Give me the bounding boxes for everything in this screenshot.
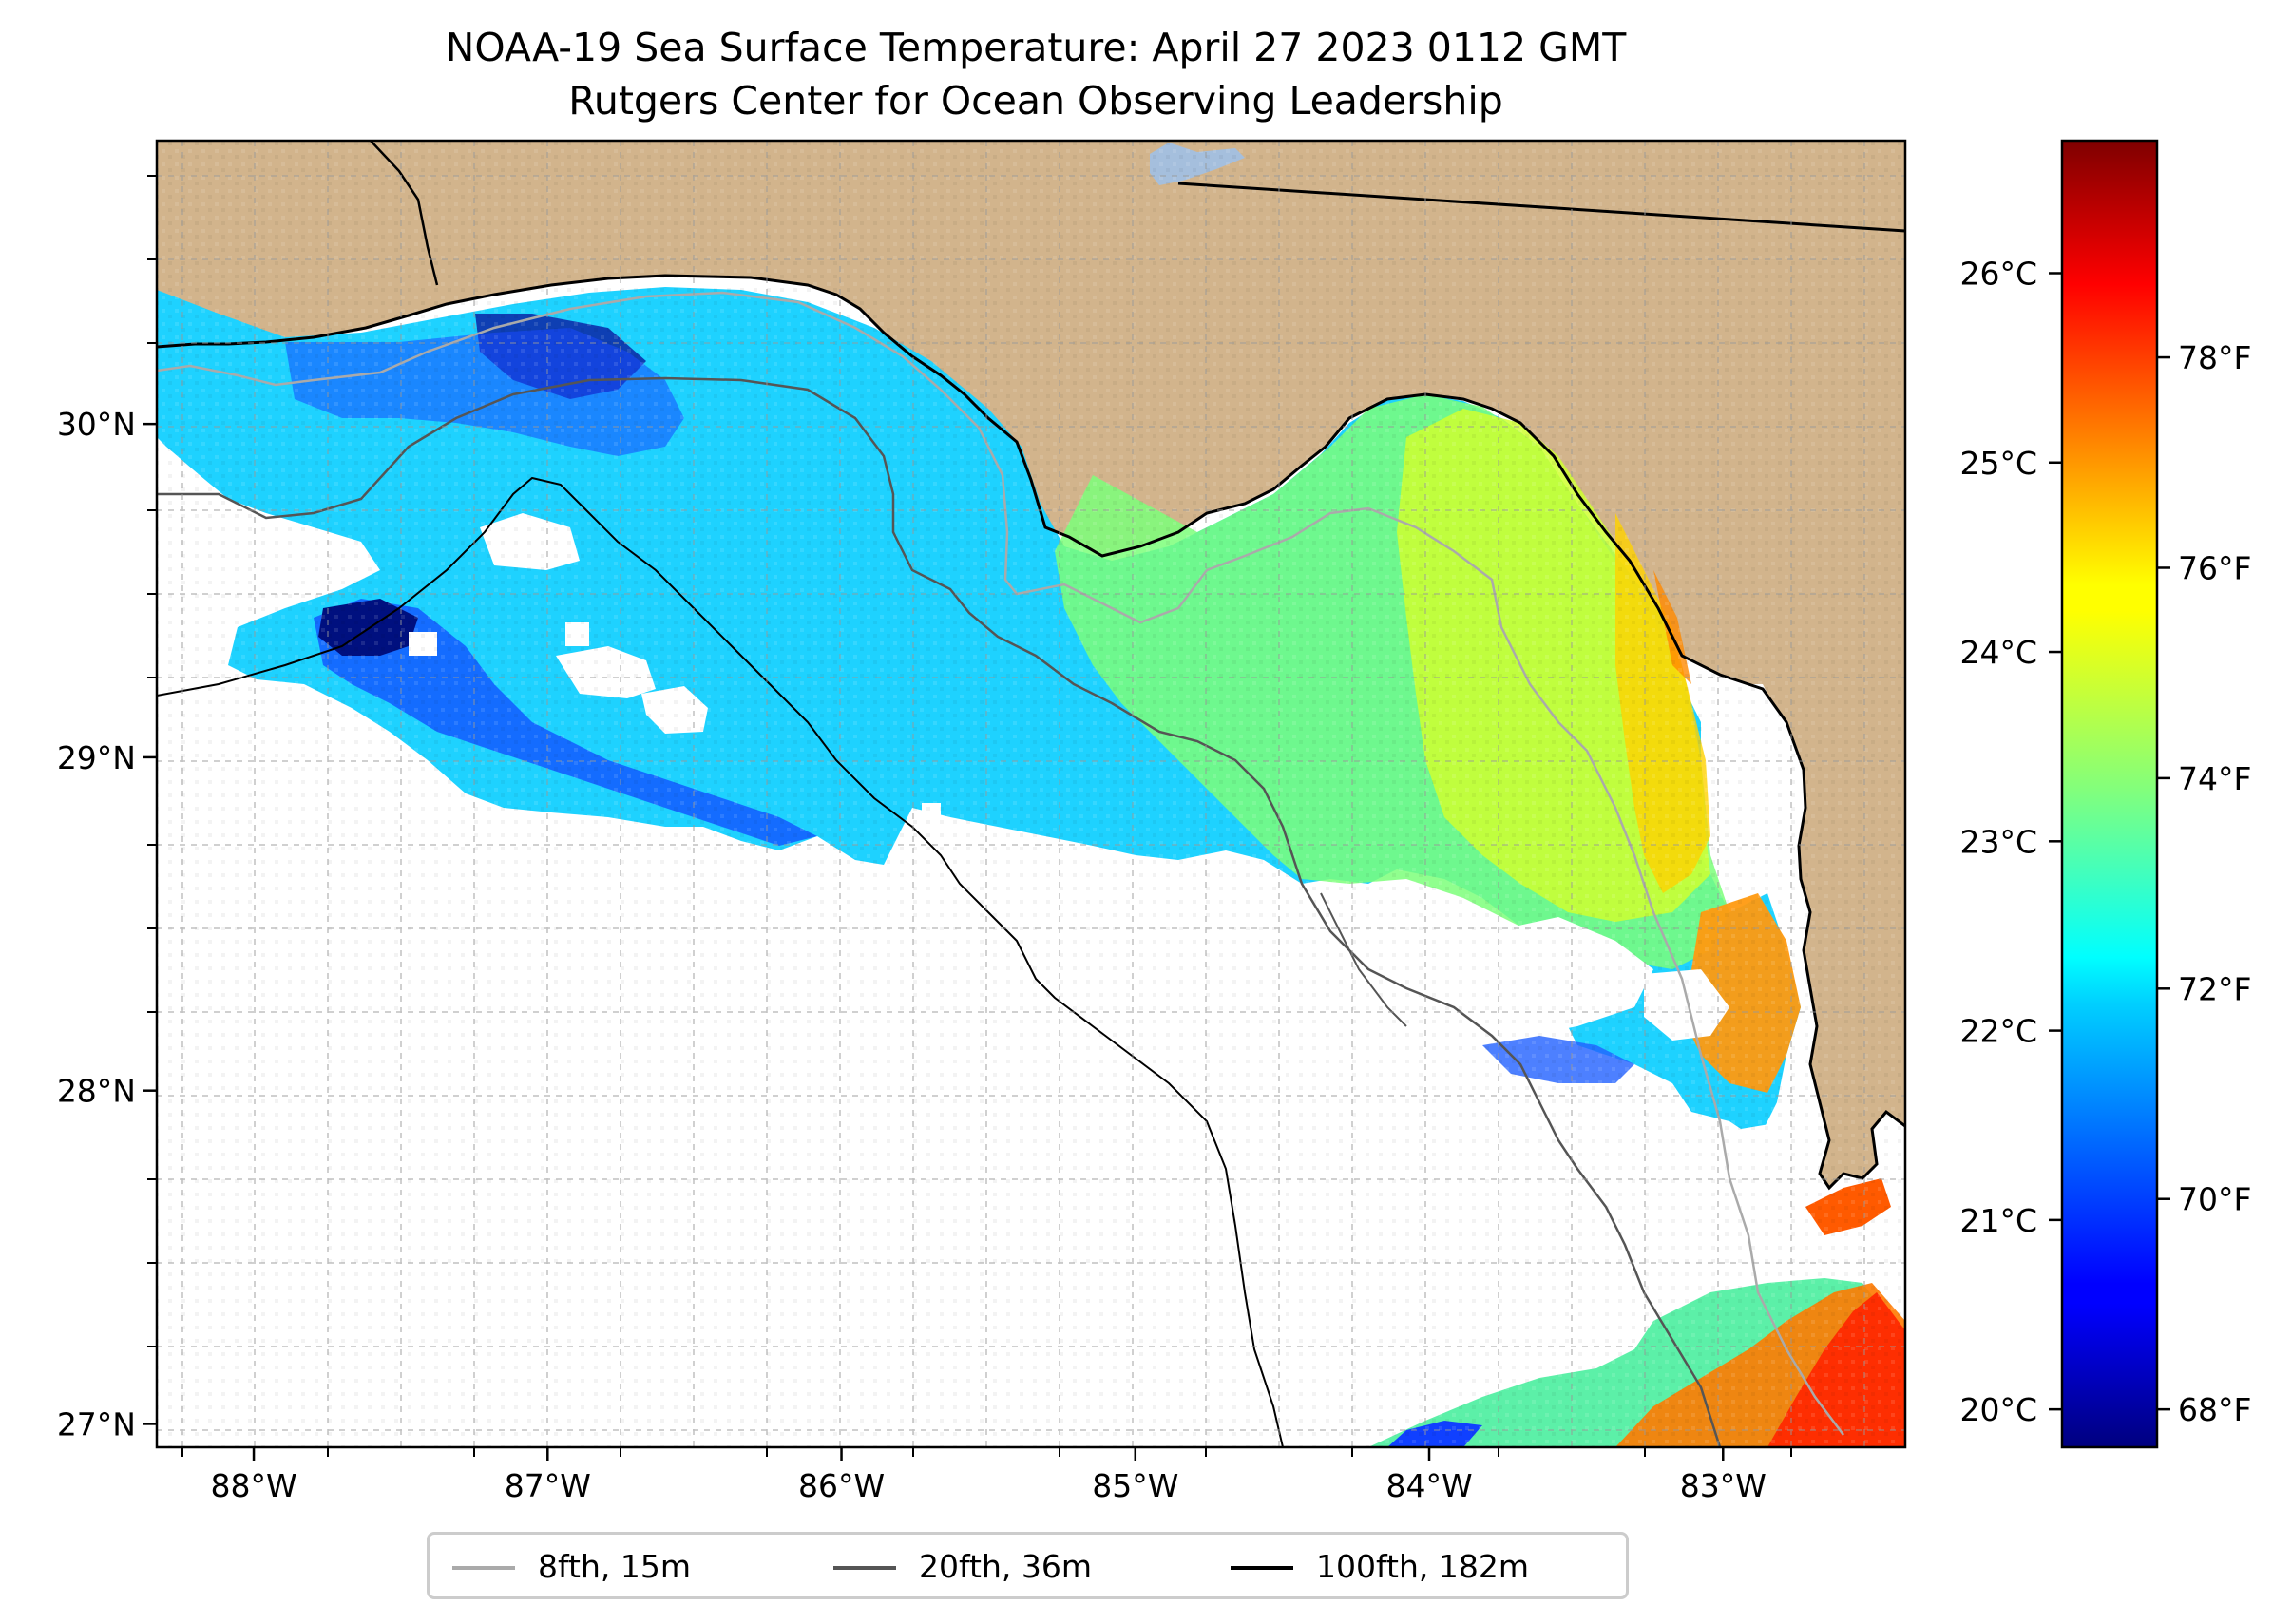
map-subtitle: Rutgers Center for Ocean Observing Leade… — [568, 78, 1503, 124]
lon-tick-label: 84°W — [1385, 1467, 1472, 1504]
fahrenheit-tick-label: 74°F — [2178, 760, 2251, 797]
fahrenheit-tick-label: 72°F — [2178, 970, 2251, 1007]
map-title: NOAA-19 Sea Surface Temperature: April 2… — [445, 25, 1627, 70]
latitude-axis: 30°N 29°N 28°N 27°N — [57, 406, 157, 1442]
legend: 8fth, 15m 20fth, 36m 100fth, 182m — [427, 1532, 1629, 1599]
isobath-20fth-spur — [1320, 892, 1407, 1027]
lon-tick-label: 87°W — [505, 1467, 591, 1504]
gridlines — [157, 141, 1905, 1447]
fahrenheit-tick-label: 70°F — [2178, 1181, 2251, 1218]
celsius-tick-label: 20°C — [1959, 1391, 2037, 1428]
lon-tick-label: 83°W — [1680, 1467, 1767, 1504]
legend-swatch-100fth — [1231, 1566, 1293, 1570]
legend-label-20fth: 20fth, 36m — [919, 1548, 1092, 1585]
fahrenheit-tick-label: 76°F — [2178, 549, 2251, 586]
lat-tick-label: 28°N — [57, 1073, 136, 1110]
legend-label-100fth: 100fth, 182m — [1316, 1548, 1529, 1585]
longitude-axis: 88°W 87°W 86°W 85°W 84°W 83°W — [210, 1447, 1767, 1504]
celsius-tick-label: 22°C — [1959, 1013, 2037, 1050]
lat-tick-label: 30°N — [57, 406, 136, 443]
fahrenheit-tick-label: 78°F — [2178, 339, 2251, 376]
legend-swatch-20fth — [833, 1566, 896, 1570]
colorbar-fahrenheit-axis: 78°F 76°F 74°F 72°F 70°F 68°F — [2157, 339, 2251, 1428]
isobath-20fth — [157, 376, 1722, 1447]
lon-tick-label: 86°W — [798, 1467, 885, 1504]
celsius-tick-label: 26°C — [1959, 255, 2037, 292]
isobath-8fth — [157, 291, 1844, 1436]
celsius-tick-label: 21°C — [1959, 1202, 2037, 1239]
lon-tick-label: 85°W — [1092, 1467, 1178, 1504]
lon-tick-label: 88°W — [210, 1467, 296, 1504]
legend-swatch-8fth — [452, 1566, 515, 1570]
state-border — [1177, 182, 1905, 233]
legend-label-8fth: 8fth, 15m — [538, 1548, 692, 1585]
coastline — [157, 274, 1905, 1191]
colorbar — [2060, 139, 2159, 1449]
minor-ticks — [147, 175, 1792, 1457]
celsius-tick-label: 24°C — [1959, 634, 2037, 671]
sst-field — [157, 141, 1905, 1447]
fahrenheit-tick-label: 68°F — [2178, 1391, 2251, 1428]
celsius-tick-label: 23°C — [1959, 823, 2037, 860]
isobath-100fth — [157, 476, 1284, 1447]
celsius-tick-label: 25°C — [1959, 445, 2037, 482]
colorbar-celsius-axis: 26°C 25°C 24°C 23°C 22°C 21°C 20°C — [1959, 255, 2062, 1428]
map-frame — [155, 139, 1907, 1449]
lat-tick-label: 29°N — [57, 739, 136, 776]
lat-tick-label: 27°N — [57, 1405, 136, 1442]
